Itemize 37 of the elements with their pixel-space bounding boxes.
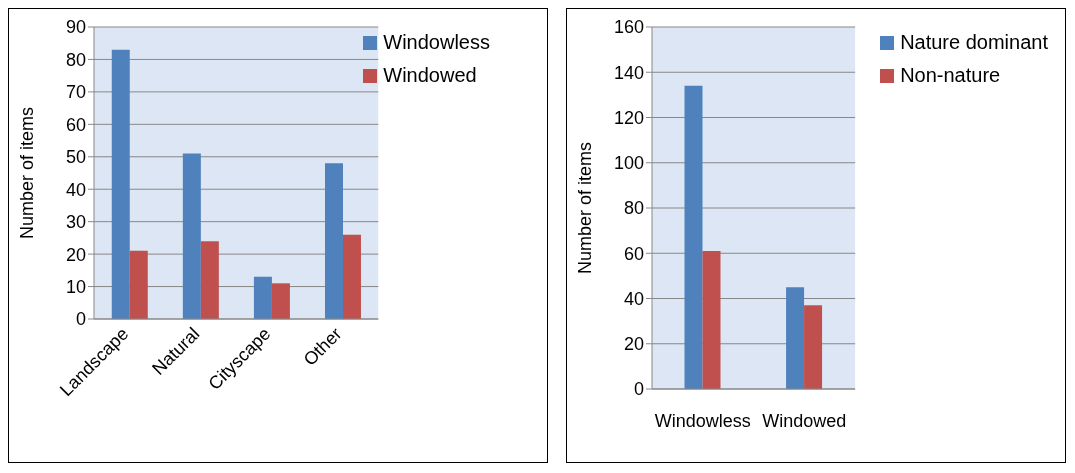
- y-tick-label: 60: [623, 243, 644, 264]
- y-tick-label: 0: [633, 379, 644, 400]
- y-axis-title: Number of items: [17, 106, 38, 240]
- y-tick-label: 160: [613, 17, 644, 38]
- y-tick-label: 40: [65, 179, 86, 200]
- y-tick-label: 50: [65, 147, 86, 168]
- y-tick-label: 80: [623, 198, 644, 219]
- legend-label: Non-nature: [899, 64, 1002, 87]
- legend-label: Nature dominant: [899, 31, 1048, 54]
- y-tick-label: 60: [65, 114, 86, 135]
- bar: [253, 276, 272, 319]
- y-tick-label: 20: [623, 334, 644, 355]
- bar: [804, 305, 823, 389]
- y-tick-label: 80: [65, 49, 86, 70]
- y-tick-label: 10: [65, 276, 86, 297]
- y-tick-label: 70: [65, 82, 86, 103]
- y-tick-label: 20: [65, 244, 86, 265]
- bar: [684, 85, 703, 389]
- bar: [786, 287, 805, 389]
- y-tick-label: 0: [75, 309, 86, 330]
- y-tick-label: 30: [65, 212, 86, 233]
- bar: [129, 250, 148, 319]
- y-tick-label: 120: [613, 107, 644, 128]
- y-tick-label: 90: [65, 17, 86, 38]
- legend-label: Windowless: [382, 31, 490, 54]
- y-tick-label: 40: [623, 288, 644, 309]
- bar: [200, 241, 219, 319]
- y-axis-title: Number of items: [575, 141, 596, 275]
- y-tick-label: 100: [613, 153, 644, 174]
- bar: [271, 283, 290, 319]
- bar: [342, 234, 361, 319]
- bar: [111, 49, 130, 319]
- bar: [324, 163, 343, 319]
- bar: [702, 250, 721, 389]
- legend-label: Windowed: [382, 64, 478, 87]
- y-tick-label: 140: [613, 62, 644, 83]
- bar: [182, 153, 201, 319]
